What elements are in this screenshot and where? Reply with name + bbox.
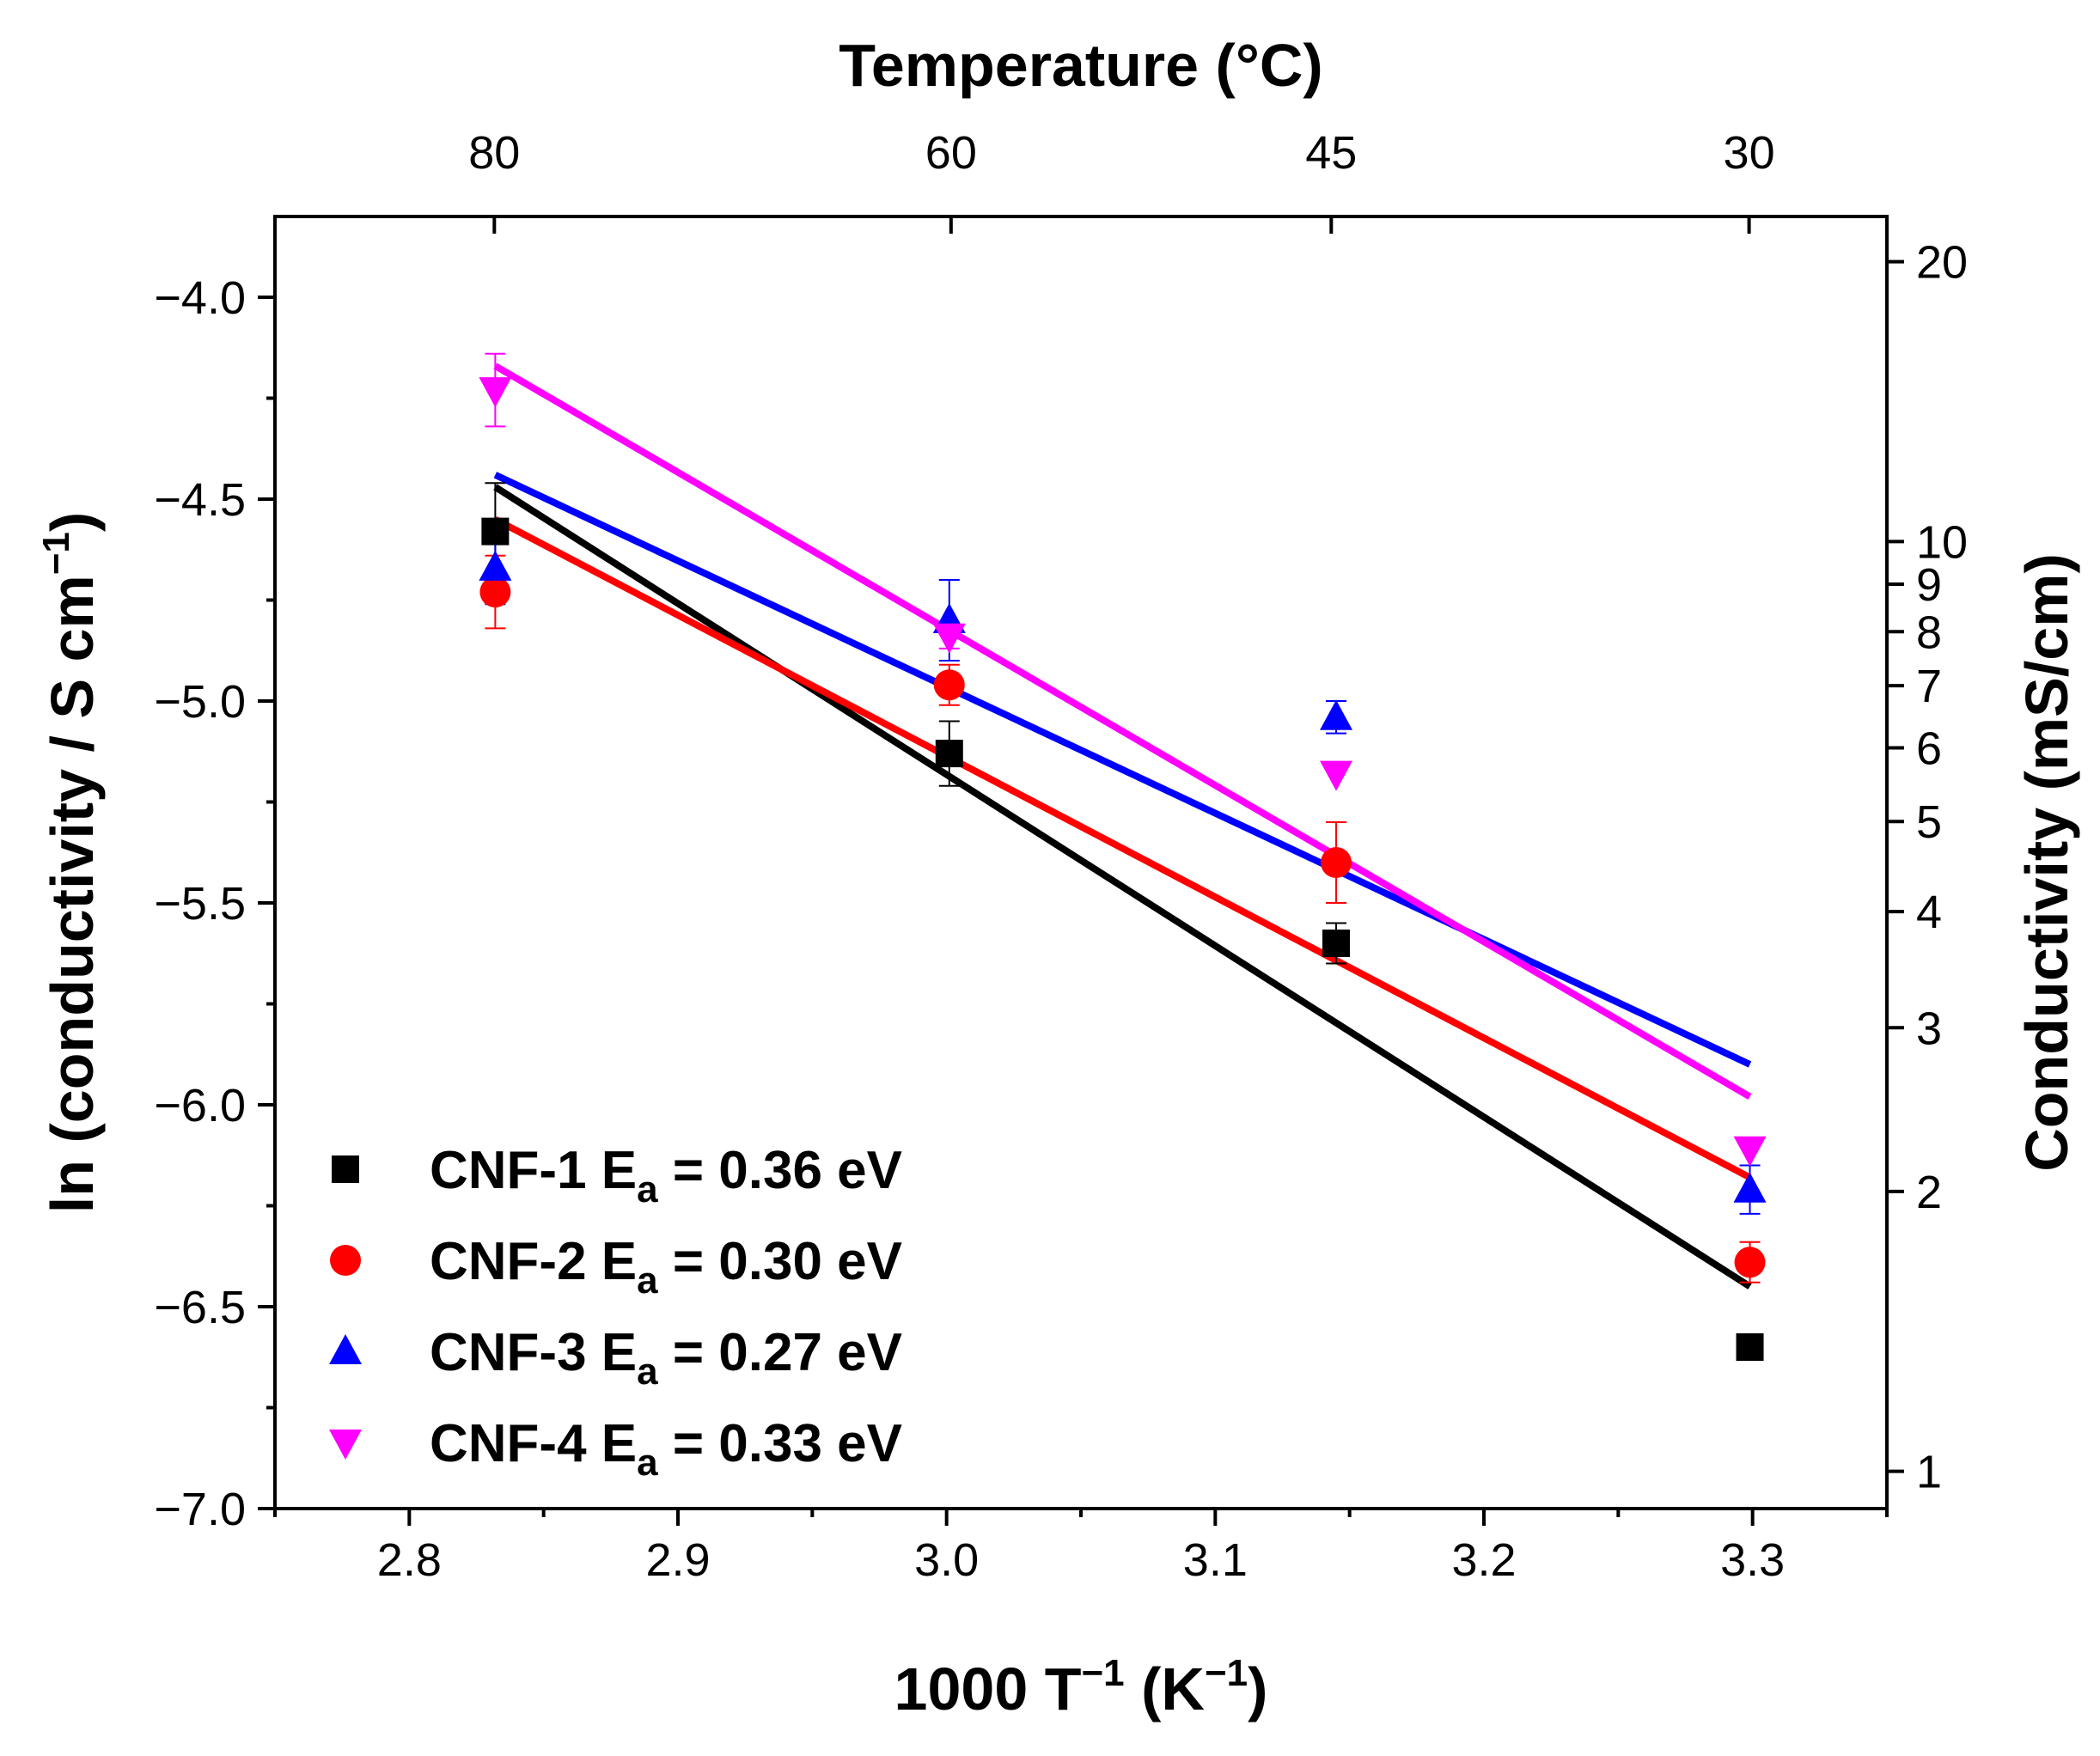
fit-line-cnf-4 (493, 363, 1752, 1101)
right-tick-label: 5 (1916, 796, 1942, 848)
legend-marker-cnf-4 (329, 1430, 362, 1460)
right-tick-label: 2 (1916, 1167, 1942, 1218)
x-tick-label: 3.1 (1183, 1534, 1248, 1586)
fit-lines (493, 363, 1752, 1290)
right-tick-label: 9 (1916, 559, 1942, 611)
y-tick-label: −7.0 (154, 1484, 246, 1535)
point-cnf-1 (481, 517, 510, 546)
x-axis-title-suffix: ) (1248, 1655, 1267, 1722)
x-axis-title-prefix: 1000 T (894, 1655, 1082, 1722)
y-tick-label: −5.5 (154, 878, 246, 930)
top-tick-label: 30 (1724, 127, 1775, 179)
point-cnf-1 (1322, 930, 1351, 957)
point-cnf-3 (1320, 699, 1353, 730)
top-tick-label: 60 (925, 127, 977, 179)
point-cnf-4 (479, 377, 512, 408)
point-cnf-3 (1733, 1172, 1767, 1203)
x-axis-title-mid: (K (1125, 1655, 1205, 1722)
legend-label-cnf-1: CNF-1 Ea = 0.36 eV (430, 1141, 902, 1210)
right-tick-label: 20 (1916, 237, 1968, 289)
right-tick-label: 10 (1916, 516, 1968, 568)
point-cnf-2 (1734, 1247, 1766, 1278)
right-tick-label: 3 (1916, 1003, 1942, 1054)
point-cnf-2 (1321, 847, 1352, 878)
right-tick-label: 7 (1916, 661, 1942, 712)
y-tick-label: −5.0 (154, 676, 246, 728)
y-tick-label: −6.5 (154, 1282, 246, 1333)
point-cnf-1 (935, 740, 963, 768)
y-axis-title: ln (conductivity / S cm−1) (35, 512, 106, 1213)
top-tick-label: 45 (1305, 127, 1357, 179)
right-tick-label: 4 (1916, 887, 1942, 938)
x-axis-title: 1000 T−1 (K−1) (894, 1652, 1268, 1722)
x-axis-ticks: 2.8 2.9 3.0 3.1 3.2 3.3 (273, 1509, 1889, 1586)
x-axis-title-sup2: −1 (1205, 1652, 1248, 1694)
right-tick-label: 6 (1916, 723, 1942, 775)
point-cnf-1 (1736, 1333, 1764, 1361)
point-cnf-2 (479, 576, 511, 608)
top-tick-label: 80 (468, 127, 520, 179)
y-axis-ticks: −7.0 −6.5 −6.0 −5.5 −5.0 −4.5 −4.0 (154, 272, 275, 1535)
point-cnf-4 (1733, 1136, 1767, 1167)
data-markers (479, 377, 1767, 1361)
legend-marker-cnf-3 (329, 1334, 362, 1364)
fit-line-cnf-3 (493, 472, 1752, 1068)
top-axis-ticks: 80 60 45 30 (468, 127, 1775, 234)
x-tick-label: 2.8 (377, 1534, 442, 1586)
right-tick-label: 8 (1916, 607, 1942, 658)
right-axis-title: Conductivity (mS/cm) (2013, 553, 2080, 1172)
y-axis-title-sup: −1 (35, 532, 77, 575)
x-tick-label: 3.2 (1451, 1534, 1516, 1586)
y-tick-label: −6.0 (154, 1080, 246, 1131)
point-cnf-2 (933, 669, 965, 701)
point-cnf-4 (932, 623, 966, 654)
fit-line-cnf-2 (493, 515, 1752, 1181)
legend-label-cnf-4: CNF-4 Ea = 0.33 eV (430, 1414, 902, 1484)
point-cnf-3 (479, 550, 512, 581)
x-tick-label: 3.0 (914, 1534, 979, 1586)
x-tick-label: 3.3 (1720, 1534, 1785, 1586)
y-axis-title-prefix: ln (conductivity / S cm (39, 575, 106, 1213)
legend: CNF-1 Ea = 0.36 eV CNF-2 Ea = 0.30 eV CNF-… (329, 1141, 902, 1484)
y-axis-title-suffix: ) (39, 512, 106, 532)
legend-label-cnf-2: CNF-2 Ea = 0.30 eV (430, 1232, 902, 1302)
y-tick-label: −4.0 (154, 272, 246, 324)
legend-label-cnf-3: CNF-3 Ea = 0.27 eV (430, 1323, 902, 1393)
legend-marker-cnf-2 (330, 1245, 361, 1276)
legend-marker-cnf-1 (332, 1155, 359, 1183)
x-tick-label: 2.9 (645, 1534, 710, 1586)
top-axis-title: Temperature (°C) (839, 32, 1322, 99)
point-cnf-4 (1320, 760, 1353, 791)
x-axis-title-sup1: −1 (1081, 1652, 1124, 1694)
fit-line-cnf-1 (493, 484, 1752, 1290)
right-tick-label: 1 (1916, 1447, 1942, 1498)
y-tick-label: −4.5 (154, 474, 246, 526)
